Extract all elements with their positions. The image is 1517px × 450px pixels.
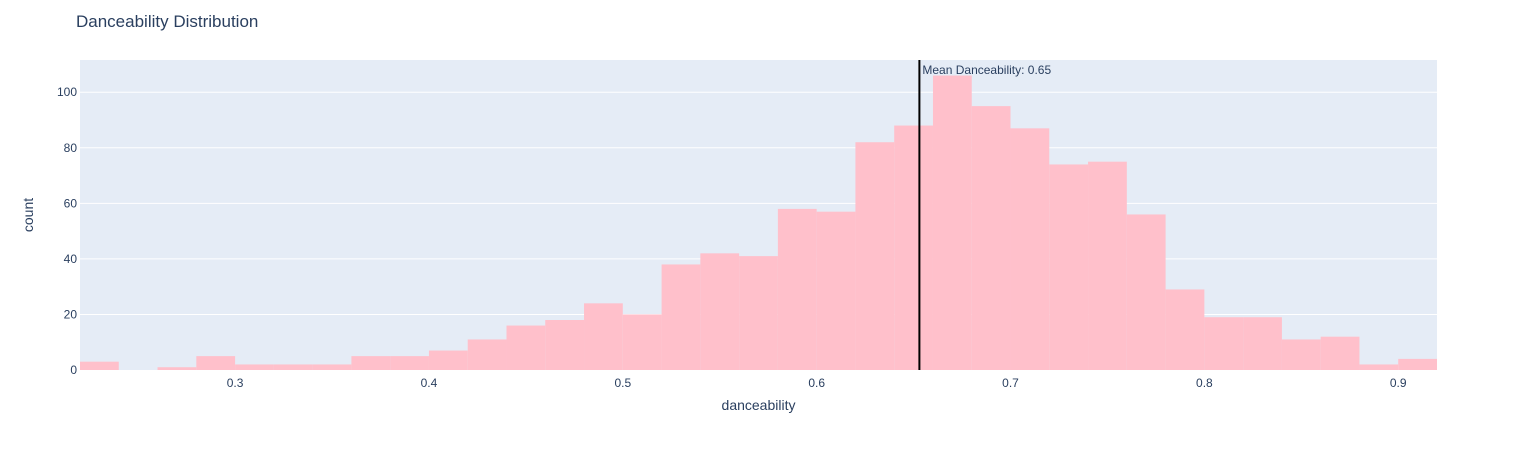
y-tick-label: 40 bbox=[64, 252, 78, 266]
histogram-bar bbox=[390, 356, 429, 370]
mean-line-group: Mean Danceability: 0.65 bbox=[918, 60, 1051, 370]
mean-annotation: Mean Danceability: 0.65 bbox=[922, 63, 1051, 77]
histogram-bar bbox=[1359, 364, 1399, 370]
histogram-bar bbox=[1010, 128, 1050, 370]
y-tick-label: 60 bbox=[64, 196, 78, 210]
x-tick-label: 0.4 bbox=[421, 376, 438, 390]
y-tick-label: 80 bbox=[64, 141, 78, 155]
chart-title: Danceability Distribution bbox=[76, 12, 259, 31]
x-tick-label: 0.5 bbox=[614, 376, 631, 390]
histogram-bar bbox=[1165, 289, 1205, 370]
x-axis-title: danceability bbox=[722, 397, 796, 413]
histogram-bar bbox=[506, 325, 546, 370]
histogram-bar bbox=[894, 125, 933, 370]
y-tick-label: 20 bbox=[64, 307, 78, 321]
histogram-bar bbox=[700, 253, 740, 370]
y-axis-title: count bbox=[20, 198, 36, 232]
histogram-bar bbox=[622, 314, 662, 370]
y-axis-ticks: 0 20 40 60 80 100 bbox=[57, 85, 77, 377]
histogram-bar bbox=[1049, 164, 1089, 370]
histogram-bar bbox=[235, 364, 274, 370]
histogram-bar bbox=[1281, 339, 1321, 370]
histogram-bar bbox=[545, 320, 585, 370]
histogram-bar bbox=[855, 142, 895, 370]
y-tick-label: 0 bbox=[70, 363, 77, 377]
histogram-bar bbox=[157, 367, 197, 370]
histogram-bar bbox=[273, 364, 313, 370]
histogram-bar bbox=[932, 75, 972, 371]
histogram-bar bbox=[1204, 317, 1244, 370]
histogram-bar bbox=[312, 364, 352, 370]
histogram-bar bbox=[1243, 317, 1282, 370]
histogram-bar bbox=[351, 356, 391, 370]
histogram-bar bbox=[196, 356, 236, 370]
x-axis-ticks: 0.3 0.4 0.5 0.6 0.7 0.8 0.9 bbox=[227, 376, 1407, 390]
x-tick-label: 0.9 bbox=[1390, 376, 1407, 390]
histogram-bar bbox=[467, 339, 507, 370]
histogram-bar bbox=[661, 264, 701, 370]
histogram-bars bbox=[80, 75, 1437, 371]
histogram-bar bbox=[971, 106, 1011, 370]
histogram-bar bbox=[1088, 161, 1127, 370]
histogram-bar bbox=[80, 361, 119, 370]
x-tick-label: 0.8 bbox=[1196, 376, 1213, 390]
x-tick-label: 0.6 bbox=[808, 376, 825, 390]
histogram-bar bbox=[816, 211, 856, 370]
histogram-bar bbox=[777, 208, 817, 370]
histogram-bar bbox=[1398, 358, 1437, 370]
histogram-bar bbox=[1126, 214, 1166, 370]
histogram-bar bbox=[584, 303, 623, 370]
histogram-bar bbox=[1320, 336, 1360, 370]
histogram-bar bbox=[739, 256, 778, 370]
x-tick-label: 0.7 bbox=[1002, 376, 1019, 390]
y-tick-label: 100 bbox=[57, 85, 77, 99]
histogram-bar bbox=[428, 350, 468, 370]
x-tick-label: 0.3 bbox=[227, 376, 244, 390]
